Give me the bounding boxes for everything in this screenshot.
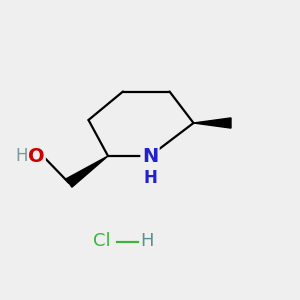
Text: N: N: [142, 146, 158, 166]
Text: H: H: [140, 232, 154, 250]
Text: Cl: Cl: [93, 232, 111, 250]
Text: O: O: [28, 146, 44, 166]
Polygon shape: [194, 118, 231, 128]
Polygon shape: [66, 156, 108, 187]
Text: H: H: [15, 147, 28, 165]
Text: H: H: [143, 169, 157, 187]
